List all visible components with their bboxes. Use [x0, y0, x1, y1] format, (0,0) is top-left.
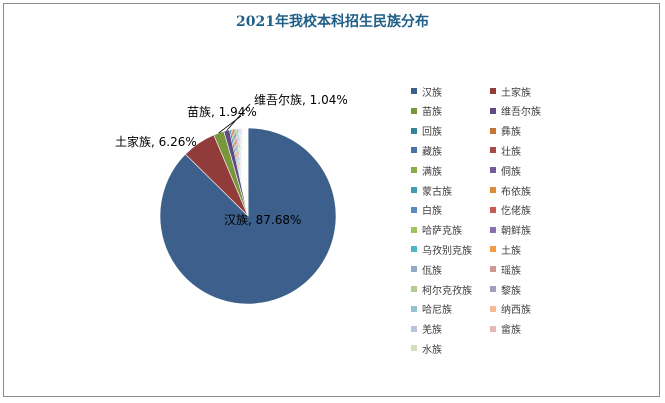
legend-swatch [490, 246, 496, 253]
slice-label-0: 汉族, 87.68% [224, 213, 301, 227]
legend-label: 蒙古族 [422, 186, 452, 198]
legend-swatch [490, 167, 496, 174]
legend-swatch [411, 206, 417, 213]
legend-swatch [490, 88, 496, 94]
legend-swatch [490, 147, 496, 154]
legend-swatch [490, 305, 496, 312]
legend-label: 白族 [422, 206, 442, 218]
legend-swatch [411, 345, 417, 352]
legend-item: 瑶族 [490, 261, 521, 277]
legend-swatch [411, 226, 417, 233]
legend-swatch [411, 147, 417, 154]
slice-label-3: 维吾尔族, 1.04% [254, 92, 348, 107]
legend-swatch [411, 167, 417, 174]
legend-label: 畲族 [501, 325, 521, 337]
legend-label: 土族 [501, 245, 521, 257]
legend-swatch [411, 325, 417, 332]
slice-label-1: 土家族, 6.26% [115, 134, 197, 149]
legend-item: 布依族 [490, 182, 531, 198]
legend-label: 壮族 [501, 146, 521, 158]
legend-label: 水族 [422, 344, 442, 356]
legend-swatch [411, 246, 417, 253]
legend-label: 满族 [422, 166, 442, 178]
legend-swatch [411, 187, 417, 193]
legend-item: 纳西族 [490, 301, 531, 317]
legend-swatch [490, 187, 496, 193]
legend-item: 水族 [411, 340, 442, 356]
legend-item: 侗族 [490, 162, 521, 178]
legend-item: 彝族 [490, 123, 521, 139]
legend-swatch [490, 107, 496, 114]
legend-item: 畲族 [490, 321, 521, 337]
chart-title: 2021年我校本科招生民族分布 [236, 14, 429, 30]
legend-item: 羌族 [411, 321, 442, 337]
legend-label: 佤族 [422, 265, 442, 277]
legend-label: 哈萨克族 [422, 226, 462, 238]
slice-label-2: 苗族, 1.94% [187, 105, 257, 119]
legend-label: 回族 [422, 127, 442, 139]
legend-label: 乌孜别克族 [422, 245, 472, 257]
legend-item: 哈萨克族 [411, 222, 462, 238]
legend-item: 哈尼族 [411, 301, 452, 317]
legend-label: 朝鲜族 [501, 226, 531, 238]
legend-label: 彝族 [501, 127, 521, 139]
legend-label: 哈尼族 [422, 305, 452, 317]
legend-label: 柯尔克孜族 [422, 285, 472, 297]
legend-swatch [411, 107, 417, 114]
legend-item: 满族 [411, 162, 442, 178]
legend-item: 白族 [411, 202, 442, 218]
legend-item: 维吾尔族 [490, 103, 541, 119]
legend-item: 朝鲜族 [490, 222, 531, 238]
legend-item: 土家族 [490, 83, 531, 99]
legend-label: 羌族 [422, 325, 442, 337]
legend-item: 仡佬族 [490, 202, 531, 218]
legend-item: 汉族 [411, 83, 442, 99]
legend-item: 黎族 [490, 281, 521, 297]
legend-swatch [490, 127, 496, 134]
legend-label: 土家族 [501, 87, 531, 99]
legend-item: 乌孜别克族 [411, 241, 472, 257]
legend-label: 瑶族 [501, 265, 521, 277]
legend-label: 汉族 [422, 87, 442, 99]
legend-label: 藏族 [422, 146, 442, 158]
legend-swatch [490, 206, 496, 213]
leader-line-3 [226, 103, 251, 131]
legend-swatch [490, 226, 496, 233]
legend-item: 柯尔克孜族 [411, 281, 472, 297]
legend-label: 苗族 [422, 107, 442, 119]
legend-item: 藏族 [411, 142, 442, 158]
legend-item: 蒙古族 [411, 182, 452, 198]
legend-swatch [411, 88, 417, 94]
legend-label: 纳西族 [501, 305, 531, 317]
legend-swatch [490, 325, 496, 332]
legend-swatch [411, 266, 417, 273]
legend-item: 壮族 [490, 142, 521, 158]
legend-label: 仡佬族 [501, 206, 531, 218]
legend-label: 黎族 [501, 285, 521, 297]
legend-label: 布依族 [501, 186, 531, 198]
legend-item: 苗族 [411, 103, 442, 119]
legend-swatch [411, 305, 417, 312]
legend-label: 侗族 [501, 166, 521, 178]
legend-swatch [411, 127, 417, 134]
legend-label: 维吾尔族 [501, 107, 541, 119]
legend-item: 佤族 [411, 261, 442, 277]
legend-swatch [490, 266, 496, 273]
legend-swatch [490, 286, 496, 292]
legend-item: 回族 [411, 123, 442, 139]
legend-swatch [411, 286, 417, 292]
legend-item: 土族 [490, 241, 521, 257]
